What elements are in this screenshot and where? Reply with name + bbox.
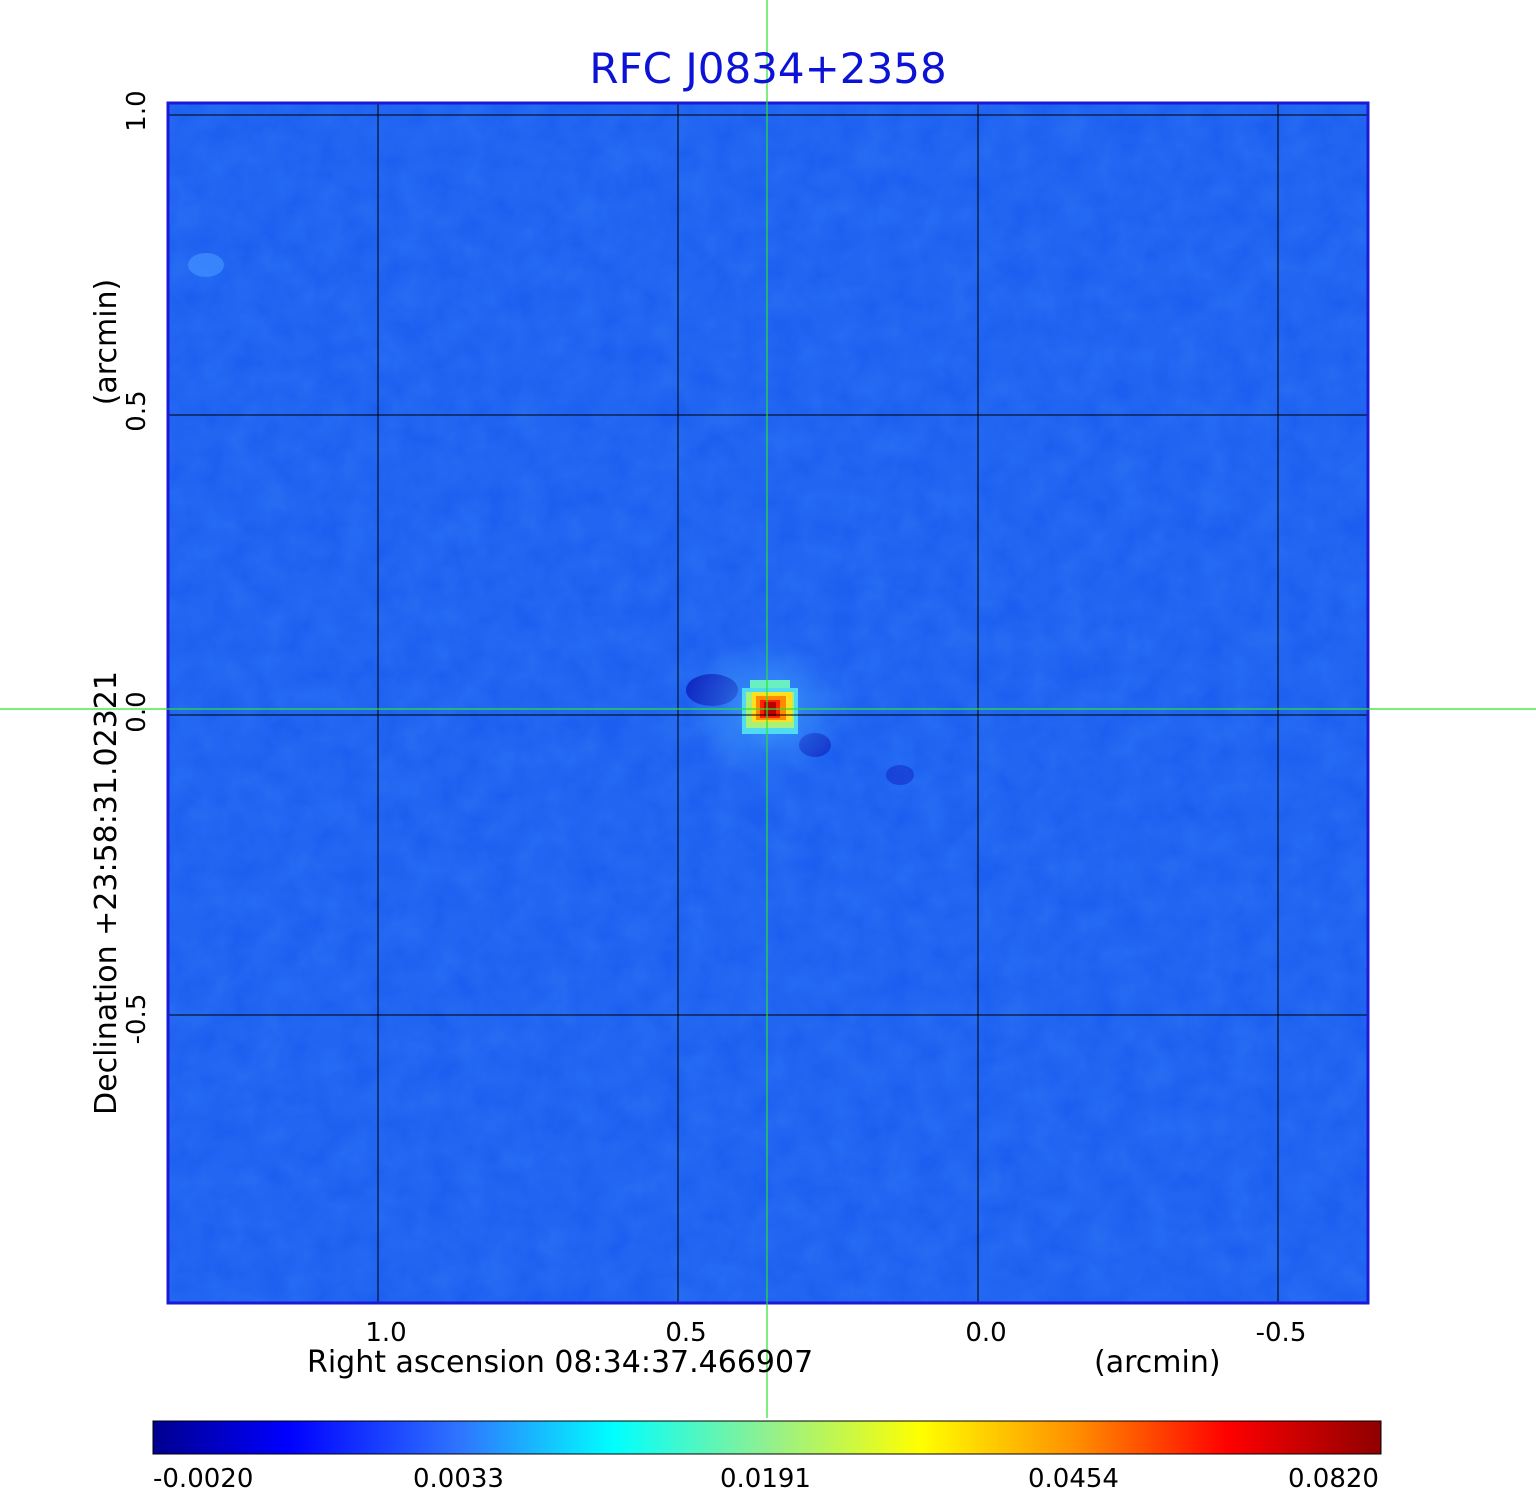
dark-lobe-lower (886, 765, 914, 785)
faint-blob (188, 253, 224, 277)
colorbar-tick-label: -0.0020 (153, 1464, 254, 1494)
colorbar-tick-label: 0.0033 (413, 1464, 504, 1494)
x-tick-label: 1.0 (365, 1318, 407, 1348)
y-tick-label: 0.0 (122, 691, 152, 733)
x-tick-label: 0.0 (965, 1318, 1007, 1348)
map-frame (166, 101, 1370, 1305)
y-axis-unit: (arcmin) (89, 278, 124, 406)
source-peak (742, 680, 798, 734)
y-tick-label: 0.5 (122, 390, 152, 432)
colorbar-tick-label: 0.0820 (1288, 1464, 1379, 1494)
x-axis-label: Right ascension 08:34:37.466907 (307, 1345, 814, 1380)
x-tick-label: 0.5 (665, 1318, 707, 1348)
chart-title: RFC J0834+2358 (589, 44, 947, 93)
colorbar-tick-label: 0.0191 (720, 1464, 811, 1494)
y-tick-label: 1.0 (122, 90, 152, 132)
colorbar (152, 1420, 1382, 1455)
y-axis-label: Declination +23:58:31.02321 (89, 671, 124, 1115)
x-axis-unit: (arcmin) (1094, 1345, 1221, 1380)
y-tick-label: -0.5 (122, 993, 152, 1045)
coordinate-grid (168, 103, 1368, 1303)
colorbar-tick-label: 0.0454 (1028, 1464, 1119, 1494)
x-tick-label: -0.5 (1255, 1318, 1307, 1348)
